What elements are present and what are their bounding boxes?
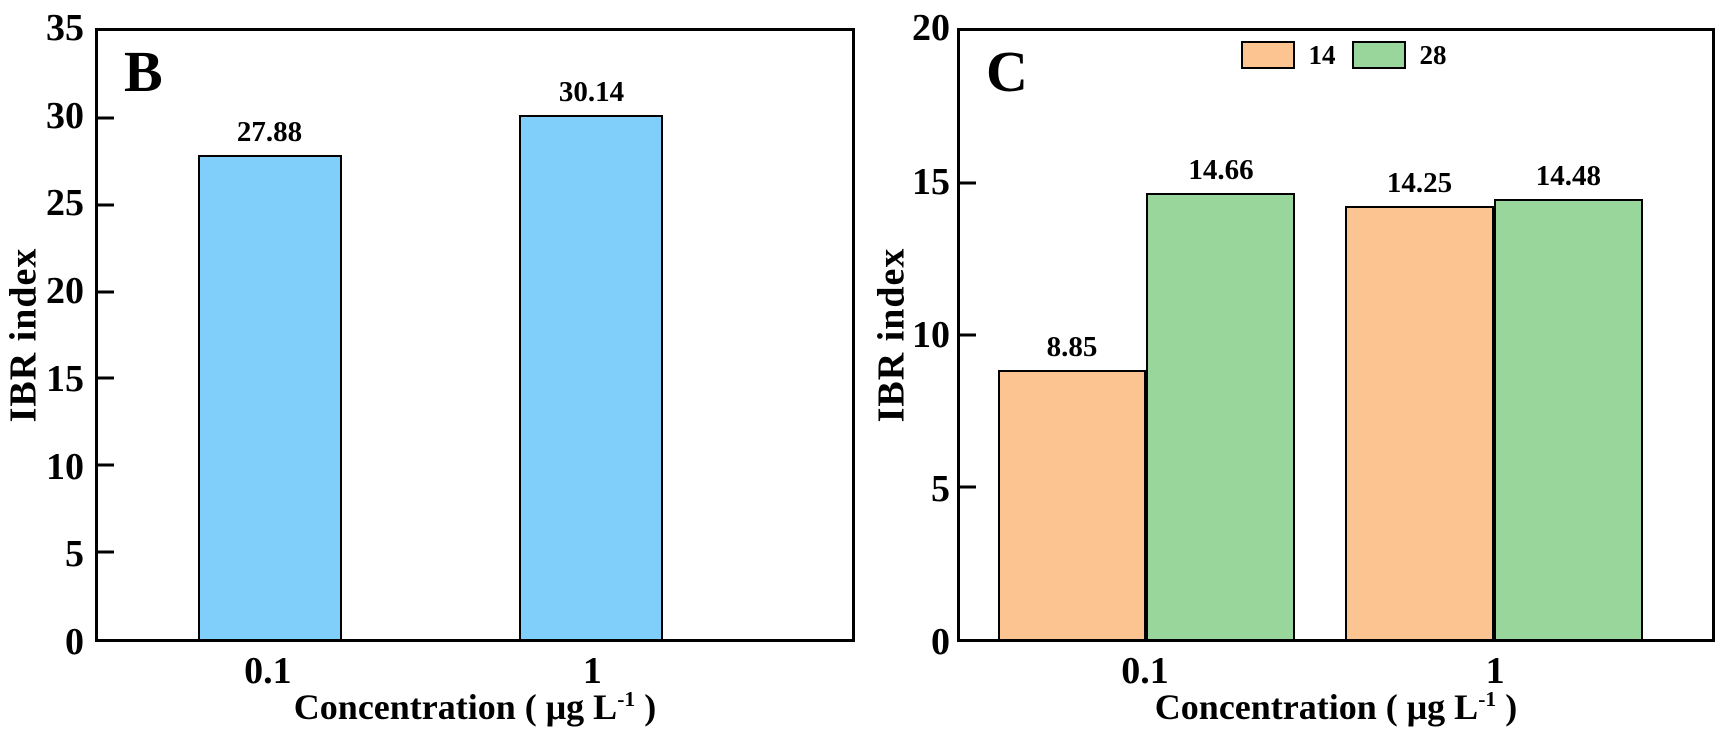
- legend: 14 28: [1240, 39, 1447, 70]
- x-axis-title-text: Concentration ( μg L: [1154, 687, 1479, 727]
- legend-swatch-28: [1351, 41, 1406, 69]
- bar-value-label: 8.85: [1046, 330, 1098, 363]
- bar-14-0.1: [997, 369, 1147, 639]
- bar-28-0.1: [1146, 193, 1296, 639]
- y-tick-label: 20: [46, 270, 84, 313]
- y-tick-mark: [98, 550, 114, 554]
- x-axis-category-labels: 0.1 1: [957, 652, 1715, 694]
- chart-panel-b: IBR index 0 5 10 15 20 25 30 35 B 27.88 30.14 0.…: [0, 0, 860, 734]
- panel-label: C: [986, 39, 1028, 104]
- legend-label: 28: [1419, 39, 1447, 70]
- x-category-label: 1: [1485, 650, 1505, 692]
- x-axis-title-suffix: ): [1496, 687, 1518, 727]
- y-tick-mark: [98, 116, 114, 120]
- y-tick-mark: [98, 290, 114, 294]
- y-tick-label: 0: [65, 621, 84, 663]
- y-axis-tick-labels: 0 5 10 15 20 25 30 35: [0, 9, 84, 661]
- y-tick-label: 15: [46, 357, 84, 400]
- bar-value-label: 14.48: [1535, 159, 1601, 192]
- x-axis-title-suffix: ): [635, 687, 657, 727]
- legend-entry-28: 28: [1351, 39, 1447, 70]
- y-tick-label: 15: [912, 160, 950, 203]
- y-tick-mark: [960, 181, 976, 185]
- bar-value-label: 30.14: [558, 76, 625, 109]
- bar-IBR-1: [519, 115, 664, 639]
- plot-area: B 27.88 30.14: [95, 28, 855, 642]
- x-axis-title-superscript: -1: [1478, 687, 1497, 711]
- x-axis-category-labels: 0.1 1: [95, 652, 855, 694]
- y-tick-label: 20: [912, 7, 950, 49]
- x-axis-title-superscript: -1: [617, 687, 636, 711]
- y-tick-mark: [98, 463, 114, 467]
- bar-28-1: [1493, 198, 1643, 639]
- y-tick-label: 5: [65, 533, 84, 576]
- y-tick-mark: [98, 376, 114, 380]
- x-category-label: 0.1: [1121, 650, 1169, 692]
- y-tick-label: 30: [46, 94, 84, 137]
- x-category-label: 1: [582, 650, 602, 692]
- bar-value-label: 27.88: [236, 115, 303, 148]
- y-tick-label: 25: [46, 182, 84, 225]
- y-tick-label: 0: [931, 621, 950, 663]
- bar-value-label: 14.25: [1386, 166, 1453, 199]
- x-axis-title: Concentration ( μg L-1 ): [95, 687, 855, 728]
- legend-swatch-14: [1240, 41, 1295, 69]
- x-category-label: 0.1: [244, 650, 292, 692]
- y-tick-label: 10: [912, 314, 950, 356]
- panel-label: B: [124, 39, 163, 104]
- y-tick-label: 5: [931, 467, 950, 510]
- bar-value-label: 14.66: [1188, 154, 1254, 187]
- y-tick-label: 35: [46, 7, 84, 49]
- y-tick-mark: [98, 203, 114, 207]
- chart-panel-c: IBR index 0 5 10 15 20 C 14 28 8.85 14.25 14.66…: [860, 0, 1730, 734]
- plot-area: C 14 28 8.85 14.25 14.66 14.48: [957, 28, 1715, 642]
- y-tick-mark: [960, 333, 976, 337]
- x-axis-title-text: Concentration ( μg L: [293, 687, 618, 727]
- y-tick-label: 10: [46, 445, 84, 488]
- x-axis-title: Concentration ( μg L-1 ): [957, 687, 1715, 728]
- y-tick-mark: [960, 485, 976, 489]
- legend-label: 14: [1308, 39, 1336, 70]
- y-axis-tick-labels: 0 5 10 15 20: [870, 9, 950, 661]
- bar-14-1: [1345, 205, 1494, 639]
- bar-IBR-0.1: [197, 154, 342, 639]
- legend-entry-14: 14: [1240, 39, 1336, 70]
